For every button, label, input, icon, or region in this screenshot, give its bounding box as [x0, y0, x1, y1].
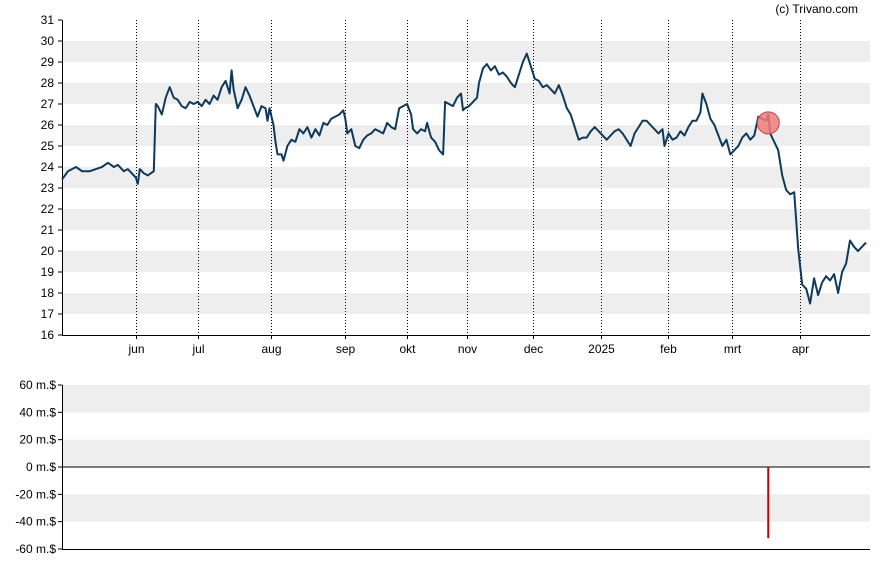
- price-x-tick-label: nov: [458, 342, 477, 356]
- price-x-tick-label: jun: [127, 342, 144, 356]
- price-y-tick-label: 29: [41, 55, 55, 69]
- price-y-tick-label: 20: [41, 244, 55, 258]
- volume-y-tick-label: 0 m.$: [26, 460, 56, 474]
- price-x-tick-label: feb: [660, 342, 677, 356]
- price-y-tick-label: 18: [41, 286, 55, 300]
- price-y-tick-label: 30: [41, 34, 55, 48]
- credit-text: (c) Trivano.com: [775, 2, 858, 16]
- volume-grid-band: [62, 385, 870, 413]
- price-x-tick-label: dec: [524, 342, 543, 356]
- price-highlight-marker: [756, 111, 780, 135]
- price-x-tick-label: aug: [261, 342, 281, 356]
- price-grid-band: [62, 83, 870, 104]
- volume-y-tick-label: -40 m.$: [15, 515, 56, 529]
- price-y-tick-label: 27: [41, 97, 55, 111]
- volume-grid-band: [62, 439, 870, 467]
- volume-y-tick-label: 20 m.$: [19, 433, 56, 447]
- price-y-tick-label: 23: [41, 181, 55, 195]
- price-x-tick-label: mrt: [724, 342, 742, 356]
- price-y-tick-label: 25: [41, 139, 55, 153]
- price-y-tick-label: 16: [41, 328, 55, 342]
- price-panel: 16 17 18 19 20 21 22 23 24 25 26 27 28 29 30 31 jun jul au…: [41, 13, 870, 356]
- volume-y-tick-label: 40 m.$: [19, 405, 56, 419]
- price-y-tick-label: 26: [41, 118, 55, 132]
- volume-grid-band: [62, 494, 870, 522]
- price-y-tick-label: 19: [41, 265, 55, 279]
- price-y-tick-label: 28: [41, 76, 55, 90]
- price-grid-band: [62, 251, 870, 272]
- volume-y-tick-label: 60 m.$: [19, 378, 56, 392]
- price-x-tick-label: 2025: [588, 342, 615, 356]
- price-line: [61, 52, 867, 305]
- price-x-tick-label: okt: [399, 342, 416, 356]
- price-grid-band: [62, 41, 870, 62]
- price-y-tick-label: 31: [41, 13, 55, 27]
- price-x-tick-label: jul: [191, 342, 204, 356]
- price-y-tick-label: 22: [41, 202, 55, 216]
- volume-panel: 60 m.$ 40 m.$ 20 m.$ 0 m.$ -20 m.$ -40 m.$ -60…: [15, 378, 870, 556]
- volume-y-tick-label: -20 m.$: [15, 487, 56, 501]
- price-y-tick-label: 21: [41, 223, 55, 237]
- price-grid-band: [62, 293, 870, 314]
- volume-y-tick-label: -60 m.$: [15, 542, 56, 556]
- price-grid-band: [62, 167, 870, 188]
- price-y-tick-label: 17: [41, 307, 55, 321]
- price-y-tick-label: 24: [41, 160, 55, 174]
- price-grid-band: [62, 209, 870, 230]
- price-x-tick-label: sep: [336, 342, 356, 356]
- price-x-tick-label: apr: [792, 342, 809, 356]
